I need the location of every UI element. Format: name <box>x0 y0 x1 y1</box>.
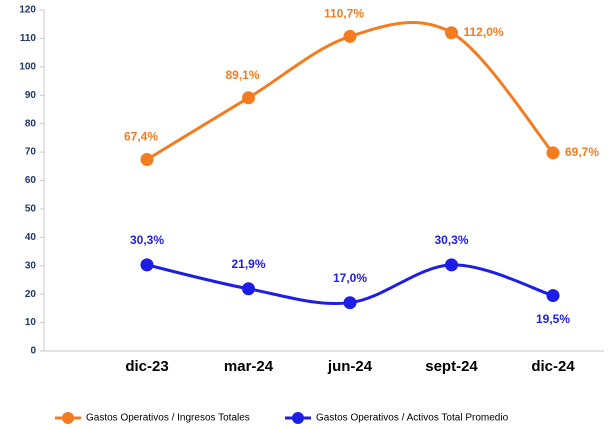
y-tick-label: 0 <box>30 346 36 357</box>
value-label: 67,4% <box>124 130 158 144</box>
value-label: 69,7% <box>565 145 599 159</box>
y-tick-label: 100 <box>19 61 36 72</box>
y-tick-label: 10 <box>25 317 37 328</box>
x-tick-label: jun-24 <box>327 358 373 375</box>
y-tick-label: 30 <box>25 260 37 271</box>
marker <box>343 296 357 310</box>
marker <box>445 258 458 272</box>
legend-label: Gastos Operativos / Ingresos Totales <box>86 413 250 424</box>
value-label: 17,0% <box>333 271 367 285</box>
marker <box>343 29 357 43</box>
marker <box>140 258 154 272</box>
y-tick-label: 90 <box>25 90 37 101</box>
value-label: 89,1% <box>225 68 259 82</box>
y-tick-label: 20 <box>25 289 37 300</box>
x-tick-label: sept-24 <box>425 358 478 375</box>
marker <box>546 146 560 160</box>
y-tick-label: 80 <box>25 118 37 129</box>
value-label: 30,3% <box>434 233 468 247</box>
value-label: 30,3% <box>130 233 164 247</box>
x-tick-label: mar-24 <box>224 358 274 375</box>
marker <box>242 91 255 105</box>
value-label: 110,7% <box>324 7 364 21</box>
value-label: 21,9% <box>231 257 265 271</box>
series-line <box>146 21 555 161</box>
legend-label: Gastos Operativos / Activos Total Promed… <box>316 413 509 424</box>
y-tick-label: 70 <box>25 147 37 158</box>
y-tick-label: 120 <box>19 5 36 16</box>
x-tick-label: dic-23 <box>125 358 168 375</box>
marker <box>445 26 458 40</box>
marker <box>242 282 255 296</box>
value-label: 19,5% <box>536 312 570 326</box>
y-tick-label: 110 <box>20 33 37 44</box>
x-tick-label: dic-24 <box>531 358 575 375</box>
value-label: 112,0% <box>464 25 504 39</box>
marker <box>140 152 154 166</box>
legend-marker <box>62 412 74 424</box>
y-tick-label: 40 <box>25 232 37 243</box>
y-tick-label: 60 <box>25 175 37 186</box>
marker <box>546 289 560 303</box>
y-tick-label: 50 <box>25 204 37 215</box>
legend-marker <box>292 412 304 424</box>
